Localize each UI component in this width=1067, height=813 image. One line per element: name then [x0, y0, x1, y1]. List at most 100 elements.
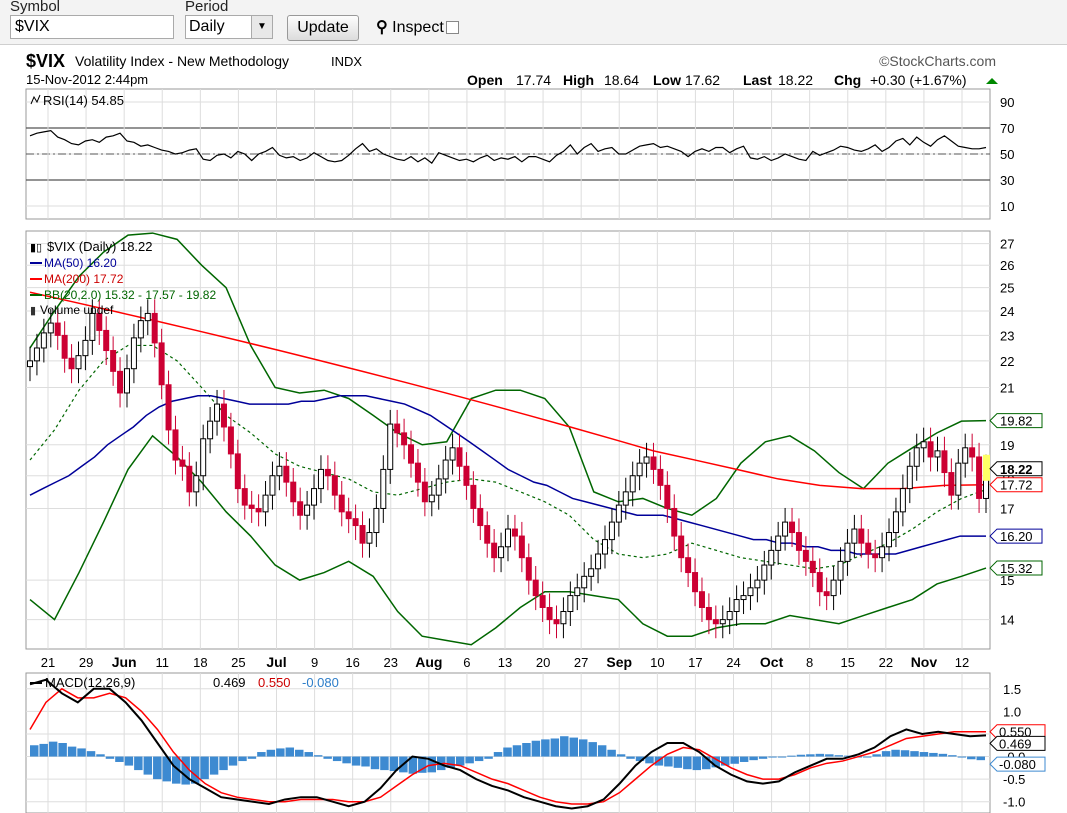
price-legend: ▮▯ $VIX (Daily) 18.22 MA(50) 16.20 MA(20… [30, 239, 216, 317]
x-tick-label: Aug [415, 654, 442, 670]
candle-body [186, 465, 193, 493]
candle-body [193, 475, 200, 493]
rsi-tick-label: 30 [1000, 173, 1014, 188]
macd-hist-bar [77, 748, 86, 757]
candle-body [324, 468, 331, 477]
macd-hist-bar [683, 756, 692, 770]
candle-body [955, 462, 962, 496]
candle-body [373, 507, 380, 534]
candle-body [234, 453, 241, 490]
inspect-toggle[interactable]: ⚲ Inspect [376, 17, 459, 39]
macd-hist-bar [872, 754, 881, 757]
open-value: 17.74 [516, 72, 551, 88]
candle-body [290, 481, 297, 503]
macd-hist-bar [484, 756, 493, 759]
ma50-badge-value: 16.20 [1000, 529, 1033, 544]
candle-body [830, 579, 837, 597]
macd-hist-bar [115, 756, 124, 762]
x-tick-label: 11 [156, 655, 170, 670]
macd-hist-bar [815, 753, 825, 757]
x-tick-label: 29 [79, 655, 93, 670]
candle-body [505, 528, 511, 548]
candle-body [879, 546, 886, 559]
candle-body [615, 504, 622, 523]
rsi-tick-label: 90 [1000, 95, 1014, 110]
candle-body [345, 511, 352, 520]
candle-body [962, 447, 969, 464]
macd-hist-bar [153, 756, 162, 780]
rsi-legend: RSI(14) 54.85 [30, 93, 124, 108]
candle-body [283, 465, 290, 483]
macd-hist-bar [720, 756, 730, 766]
candle-body [491, 542, 498, 559]
macd-hist-bar [209, 756, 219, 775]
macd-hist-bar [550, 738, 560, 757]
rsi-tick-label: 10 [1000, 199, 1014, 214]
candle-body [352, 518, 359, 527]
volume-legend: Volume undef [40, 303, 114, 317]
x-tick-label: 21 [41, 655, 55, 670]
rsi-tick-label: 70 [1000, 121, 1014, 136]
macd-hist-bar [711, 756, 720, 768]
macd-hist-bar [900, 750, 910, 757]
chg-value: +0.30 (+1.67%) [870, 72, 967, 88]
candle-body [276, 465, 283, 477]
candle-body [761, 564, 768, 581]
macd-hist-bar [673, 756, 683, 768]
candle-body [96, 312, 103, 331]
candle-body [539, 595, 546, 608]
vix-chart: $VIX Volatility Index - New Methodology … [25, 51, 1046, 813]
candle-body [366, 532, 373, 544]
candle-body [705, 606, 712, 621]
price-tick-label: 24 [1000, 304, 1014, 319]
macd-hist-bar [768, 756, 777, 758]
candle-body [927, 441, 934, 458]
candle-body [906, 465, 913, 490]
candle-body [158, 342, 165, 386]
candle-body [359, 525, 366, 544]
price-tick-label: 26 [1000, 258, 1014, 273]
header-exchange: INDX [331, 54, 362, 69]
macd-hist-bar [560, 736, 569, 757]
candle-body [733, 599, 740, 613]
macd-hist-bar [664, 756, 673, 767]
symbol-input[interactable]: $VIX [10, 15, 174, 39]
candle-body [449, 447, 456, 461]
candle-body [137, 320, 144, 339]
candle-icon: ▮▯ [30, 242, 42, 254]
candle-body [110, 350, 117, 372]
x-tick-label: 10 [650, 655, 664, 670]
macd-hist-bar [30, 745, 39, 757]
candle-body [643, 456, 650, 464]
last-price-badge [989, 461, 1043, 477]
candle-body [442, 459, 449, 480]
macd-hist-bar [626, 756, 635, 759]
candle-body [47, 322, 54, 334]
candle-body [463, 465, 470, 486]
update-button[interactable]: Update [287, 15, 359, 41]
macd-hist-bar [758, 756, 768, 759]
macd-signal-line [29, 687, 986, 805]
macd-hist-bar [238, 756, 247, 762]
open-label: Open [467, 72, 503, 88]
search-icon: ⚲ [376, 19, 388, 36]
ma200-badge [989, 477, 1043, 493]
candle-body [601, 539, 608, 555]
inspect-checkbox[interactable] [445, 21, 459, 35]
candle-body [546, 606, 553, 621]
macd-hist-bar [219, 756, 228, 771]
chevron-down-icon[interactable]: ▼ [251, 16, 272, 38]
bb-upper-badge-value: 19.82 [1000, 414, 1033, 429]
candle-body [123, 368, 130, 394]
candle-body [795, 532, 802, 551]
macd-signal: 0.550 [258, 675, 291, 690]
candle-body [941, 450, 948, 474]
macd-hist-bar [295, 749, 304, 757]
macd-hist-bar [607, 749, 616, 757]
candle-body [892, 511, 899, 534]
period-select[interactable]: Daily ▼ [185, 15, 273, 39]
candle-body [61, 334, 68, 359]
macd-tick-label: -1.0 [1003, 795, 1025, 810]
price-tick-label: 22 [1000, 354, 1014, 369]
x-tick-label: 22 [879, 655, 893, 670]
